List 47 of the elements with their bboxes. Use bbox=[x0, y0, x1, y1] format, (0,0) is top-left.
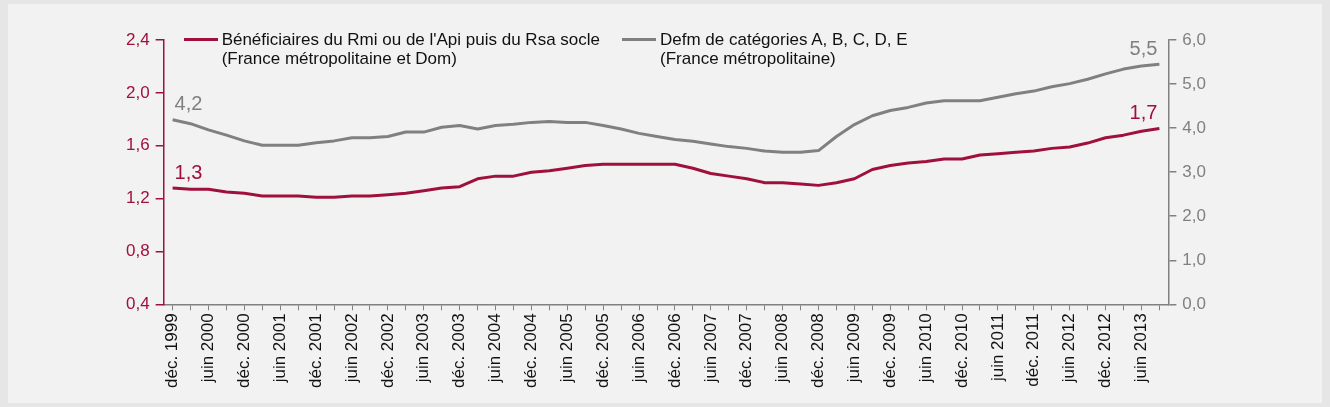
y2-tick-label: 0,0 bbox=[1182, 294, 1207, 314]
data-label: 1,7 bbox=[1129, 101, 1158, 124]
x-tick-label: déc. 2012 bbox=[1095, 313, 1115, 389]
x-tick-label: déc. 2011 bbox=[1023, 313, 1043, 387]
x-tick-label: juin 2001 bbox=[269, 313, 289, 384]
x-tick-label: déc. 2006 bbox=[664, 313, 684, 389]
x-tick-label: juin 2006 bbox=[628, 313, 648, 384]
y-tick-label: 1,6 bbox=[125, 135, 150, 155]
x-tick-label: déc. 2010 bbox=[951, 313, 971, 389]
y2-tick-label: 6,0 bbox=[1182, 29, 1207, 49]
y2-tick-label: 3,0 bbox=[1182, 161, 1207, 181]
data-label: 4,2 bbox=[174, 92, 203, 115]
x-tick-label: déc. 2007 bbox=[736, 313, 756, 389]
x-tick-label: déc. 2004 bbox=[521, 313, 541, 389]
x-tick-label: déc. 1999 bbox=[162, 313, 182, 389]
legend-label: Defm de catégories A, B, C, D, E (France métropolitaine) bbox=[660, 30, 908, 68]
y-tick-label: 0,4 bbox=[125, 294, 150, 314]
x-tick-label: juin 2008 bbox=[772, 313, 792, 384]
y-tick-label: 2,0 bbox=[125, 82, 150, 102]
x-tick-label: juin 2007 bbox=[700, 313, 720, 384]
x-tick-label: déc. 2002 bbox=[377, 313, 397, 389]
x-tick-label: juin 2013 bbox=[1131, 313, 1151, 384]
legend-label: Bénéficiaires du Rmi ou de l'Api puis du Rsa socle (France métropolitaine et Dom) bbox=[221, 30, 601, 68]
data-label: 1,3 bbox=[174, 160, 203, 183]
x-tick-label: déc. 2008 bbox=[808, 313, 828, 389]
y2-tick-label: 2,0 bbox=[1182, 205, 1207, 225]
x-tick-label: juin 2011 bbox=[987, 313, 1007, 383]
x-tick-label: déc. 2009 bbox=[879, 313, 899, 389]
y-tick-label: 0,8 bbox=[125, 241, 150, 261]
y-tick-label: 1,2 bbox=[125, 188, 150, 208]
data-label: 5,5 bbox=[1129, 36, 1158, 59]
x-tick-label: juin 2009 bbox=[844, 313, 864, 384]
y2-tick-label: 5,0 bbox=[1182, 73, 1207, 93]
x-tick-label: juin 2000 bbox=[198, 313, 218, 384]
x-tick-label: juin 2005 bbox=[557, 313, 577, 384]
y2-tick-label: 4,0 bbox=[1182, 117, 1207, 137]
x-tick-label: juin 2003 bbox=[413, 313, 433, 384]
y-tick-label: 2,4 bbox=[125, 29, 150, 49]
x-tick-label: déc. 2001 bbox=[305, 313, 325, 389]
x-tick-label: juin 2012 bbox=[1059, 313, 1079, 384]
x-tick-label: juin 2010 bbox=[915, 313, 935, 384]
x-tick-label: juin 2004 bbox=[485, 313, 505, 384]
y2-tick-label: 1,0 bbox=[1182, 249, 1207, 269]
x-tick-label: déc. 2005 bbox=[592, 313, 612, 389]
x-tick-label: déc. 2003 bbox=[449, 313, 469, 389]
x-tick-label: déc. 2000 bbox=[234, 313, 254, 389]
x-tick-label: juin 2002 bbox=[341, 313, 361, 384]
